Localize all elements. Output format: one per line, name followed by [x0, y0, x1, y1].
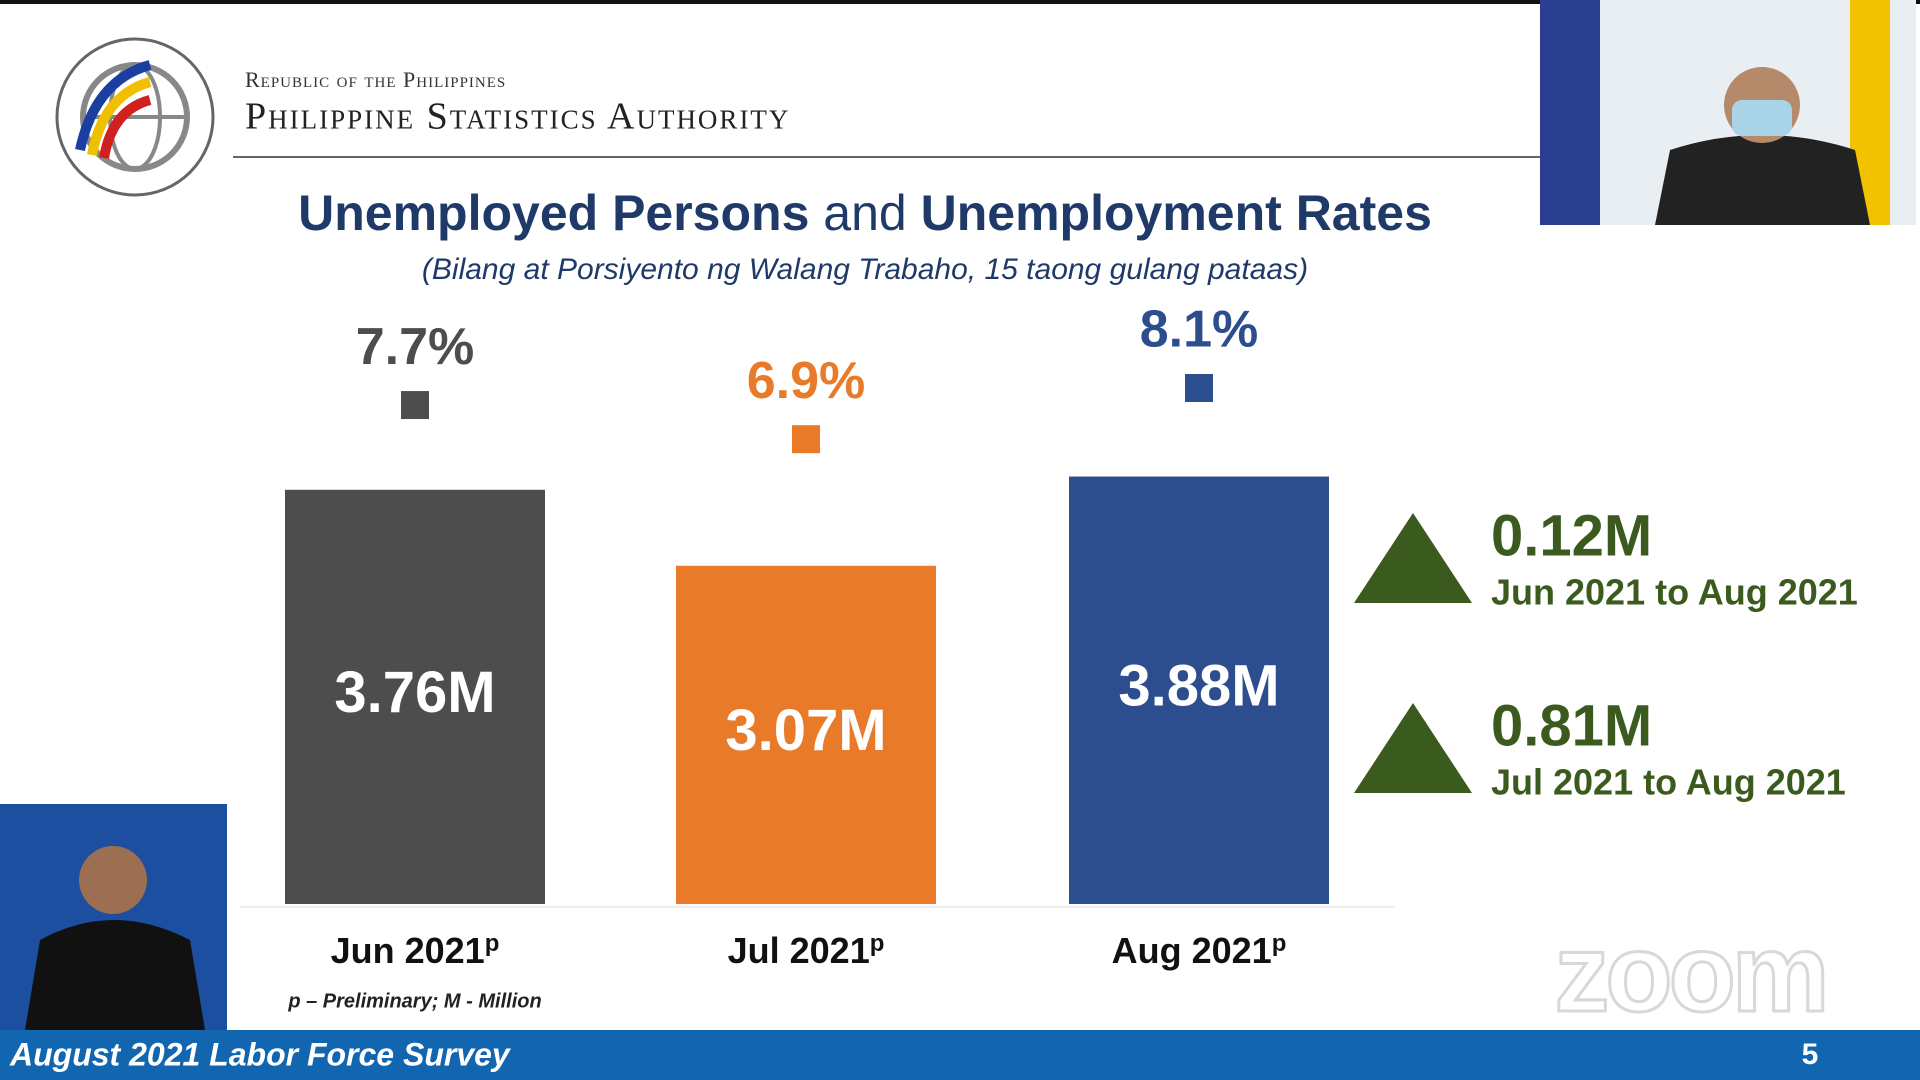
rate-label: 8.1% — [1140, 301, 1259, 359]
rate-marker — [1185, 373, 1213, 402]
title-part: Unemployment Rates — [921, 185, 1432, 241]
change-value: 0.81M — [1491, 693, 1652, 758]
bar-value-label: 3.07M — [725, 698, 886, 763]
zoom-watermark: zoom — [1554, 912, 1825, 1035]
footer-bar — [0, 1030, 1920, 1080]
x-tick-label: Jun 2021p — [331, 930, 500, 971]
header-agency: Philippine Statistics Authority — [245, 96, 790, 138]
bar — [676, 565, 936, 904]
change-period: Jun 2021 to Aug 2021 — [1491, 572, 1858, 613]
page-number: 5 — [1802, 1038, 1819, 1071]
increase-arrow — [1354, 513, 1472, 603]
rate-marker — [401, 391, 429, 420]
logo — [55, 37, 215, 197]
change-value: 0.12M — [1491, 503, 1652, 568]
category-mark: p — [1272, 930, 1287, 957]
bar-value-label: 3.88M — [1118, 654, 1279, 719]
x-tick-label: Aug 2021p — [1112, 930, 1287, 971]
top-border — [0, 0, 1920, 4]
title-part: and — [823, 185, 906, 241]
category-name: Jun 2021 — [331, 930, 485, 971]
category-mark: p — [485, 930, 500, 957]
bar — [285, 489, 545, 904]
footnote: p – Preliminary; M - Million — [287, 990, 541, 1012]
category-name: Jul 2021 — [728, 930, 870, 971]
bar — [1069, 476, 1329, 904]
title-part: Unemployed Persons — [298, 185, 809, 241]
chart-title: Unemployed Persons and Unemployment Rate… — [298, 185, 1432, 241]
header-republic: Republic of the Philippines — [245, 67, 506, 92]
chart-subtitle: (Bilang at Porsiyento ng Walang Trabaho,… — [422, 253, 1308, 286]
rate-marker — [792, 425, 820, 454]
presenter-video — [1540, 0, 1916, 225]
x-tick-label: Jul 2021p — [728, 930, 885, 971]
rate-label: 7.7% — [356, 318, 475, 376]
change-period: Jul 2021 to Aug 2021 — [1491, 762, 1846, 803]
category-mark: p — [870, 930, 885, 957]
rate-label: 6.9% — [747, 352, 866, 410]
category-name: Aug 2021 — [1112, 930, 1272, 971]
increase-arrow — [1354, 703, 1472, 793]
footer-title: August 2021 Labor Force Survey — [9, 1036, 512, 1072]
bar-value-label: 3.76M — [334, 660, 495, 725]
interpreter-video — [0, 804, 227, 1030]
